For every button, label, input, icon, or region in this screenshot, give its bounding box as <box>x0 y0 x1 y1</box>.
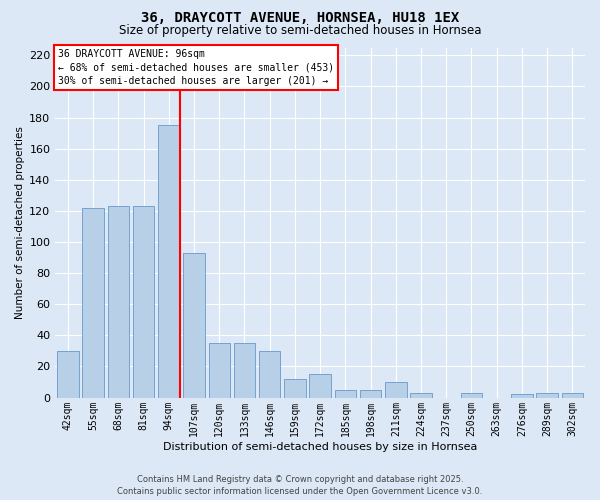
Bar <box>133 206 154 398</box>
Bar <box>562 393 583 398</box>
Text: 36, DRAYCOTT AVENUE, HORNSEA, HU18 1EX: 36, DRAYCOTT AVENUE, HORNSEA, HU18 1EX <box>141 11 459 25</box>
Bar <box>209 343 230 398</box>
Bar <box>310 374 331 398</box>
Bar <box>57 351 79 398</box>
Bar <box>461 393 482 398</box>
Bar <box>107 206 129 398</box>
Text: 36 DRAYCOTT AVENUE: 96sqm
← 68% of semi-detached houses are smaller (453)
30% of: 36 DRAYCOTT AVENUE: 96sqm ← 68% of semi-… <box>58 50 334 86</box>
Bar <box>410 393 432 398</box>
Bar <box>259 351 280 398</box>
Bar <box>82 208 104 398</box>
Y-axis label: Number of semi-detached properties: Number of semi-detached properties <box>15 126 25 319</box>
Bar <box>511 394 533 398</box>
Bar <box>284 379 305 398</box>
Bar <box>360 390 382 398</box>
X-axis label: Distribution of semi-detached houses by size in Hornsea: Distribution of semi-detached houses by … <box>163 442 478 452</box>
Bar <box>234 343 255 398</box>
Bar <box>335 390 356 398</box>
Bar <box>158 126 179 398</box>
Text: Contains HM Land Registry data © Crown copyright and database right 2025.
Contai: Contains HM Land Registry data © Crown c… <box>118 475 482 496</box>
Bar <box>536 393 558 398</box>
Bar <box>183 253 205 398</box>
Text: Size of property relative to semi-detached houses in Hornsea: Size of property relative to semi-detach… <box>119 24 481 37</box>
Bar <box>385 382 407 398</box>
